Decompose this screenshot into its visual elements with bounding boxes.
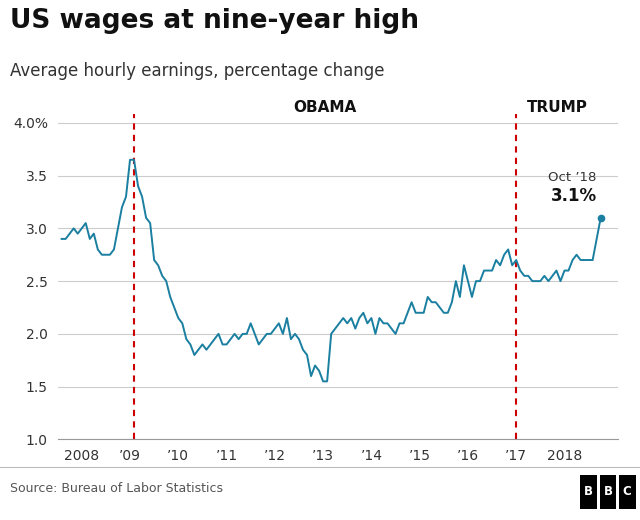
Text: Oct ’18: Oct ’18 xyxy=(548,171,597,184)
Text: OBAMA: OBAMA xyxy=(293,100,356,115)
Text: Average hourly earnings, percentage change: Average hourly earnings, percentage chan… xyxy=(10,62,384,81)
Text: C: C xyxy=(623,485,632,498)
Text: Source: Bureau of Labor Statistics: Source: Bureau of Labor Statistics xyxy=(10,483,223,496)
Bar xyxy=(580,475,597,509)
Text: B: B xyxy=(584,485,593,498)
Text: 3.1%: 3.1% xyxy=(550,187,597,205)
Text: US wages at nine-year high: US wages at nine-year high xyxy=(10,8,419,34)
Bar xyxy=(619,475,636,509)
Text: B: B xyxy=(604,485,612,498)
Text: TRUMP: TRUMP xyxy=(527,100,588,115)
Bar xyxy=(600,475,616,509)
